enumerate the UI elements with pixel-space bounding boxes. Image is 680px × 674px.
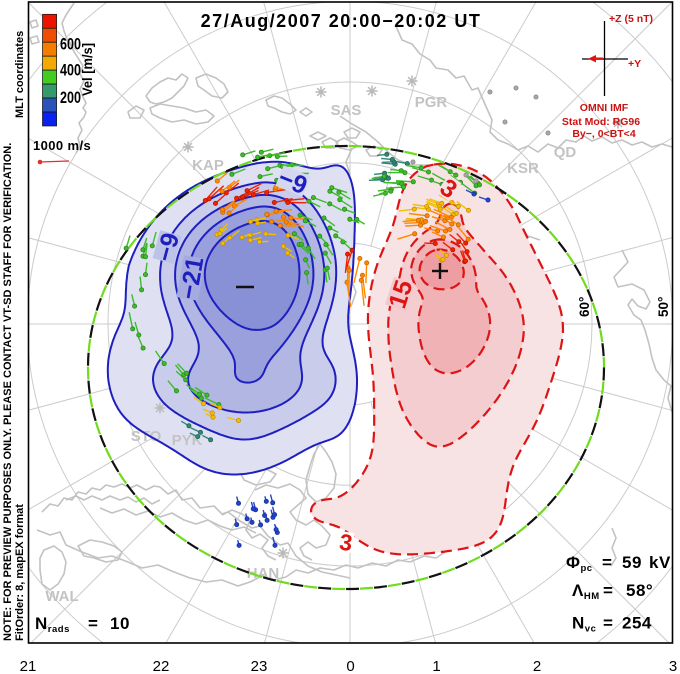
svg-text:MLT coordinates: MLT coordinates — [14, 31, 26, 118]
svg-text:23: 23 — [251, 658, 268, 674]
svg-text:Stat Mod: RG96: Stat Mod: RG96 — [562, 116, 640, 128]
svg-text:27/Aug/2007 20:00−20:02 UT: 27/Aug/2007 20:00−20:02 UT — [201, 11, 482, 31]
svg-text:NOTE: FOR PREVIEW PURPOSES ONL: NOTE: FOR PREVIEW PURPOSES ONLY. PLEASE … — [2, 143, 14, 641]
svg-text:50°: 50° — [656, 297, 671, 317]
svg-text:By−, 0<BT<4: By−, 0<BT<4 — [572, 128, 635, 140]
svg-text:KAP: KAP — [192, 157, 224, 174]
svg-text:21: 21 — [20, 658, 37, 674]
svg-text:Vel [m/s]: Vel [m/s] — [79, 43, 95, 96]
svg-text:22: 22 — [153, 658, 170, 674]
svg-text:200: 200 — [60, 88, 81, 107]
svg-text:WAL: WAL — [45, 588, 78, 605]
svg-text:PYK: PYK — [172, 432, 203, 449]
svg-text:60°: 60° — [577, 297, 592, 317]
svg-text:Nvc=254: Nvc = 254 — [572, 614, 652, 635]
svg-text:1: 1 — [432, 658, 440, 674]
svg-text:SAS: SAS — [331, 102, 362, 119]
svg-text:STO: STO — [131, 428, 162, 445]
svg-text:OMNI IMF: OMNI IMF — [580, 102, 629, 114]
svg-text:QD: QD — [554, 144, 577, 161]
svg-text:600: 600 — [60, 35, 81, 54]
svg-text:400: 400 — [60, 61, 81, 80]
svg-text:0: 0 — [346, 658, 354, 674]
svg-text:FitOrder: 8, mapEX format: FitOrder: 8, mapEX format — [14, 504, 26, 641]
svg-text:2: 2 — [533, 658, 541, 674]
svg-text:3: 3 — [669, 658, 677, 674]
svg-text:PGR: PGR — [415, 94, 448, 111]
svg-text:KSR: KSR — [507, 160, 539, 177]
svg-text:1000 m/s: 1000 m/s — [33, 138, 91, 153]
svg-text:HAN: HAN — [247, 565, 280, 582]
svg-text:3: 3 — [338, 529, 354, 557]
svg-text:+Y: +Y — [628, 58, 641, 70]
svg-text:+Z (5 nT): +Z (5 nT) — [609, 13, 653, 25]
